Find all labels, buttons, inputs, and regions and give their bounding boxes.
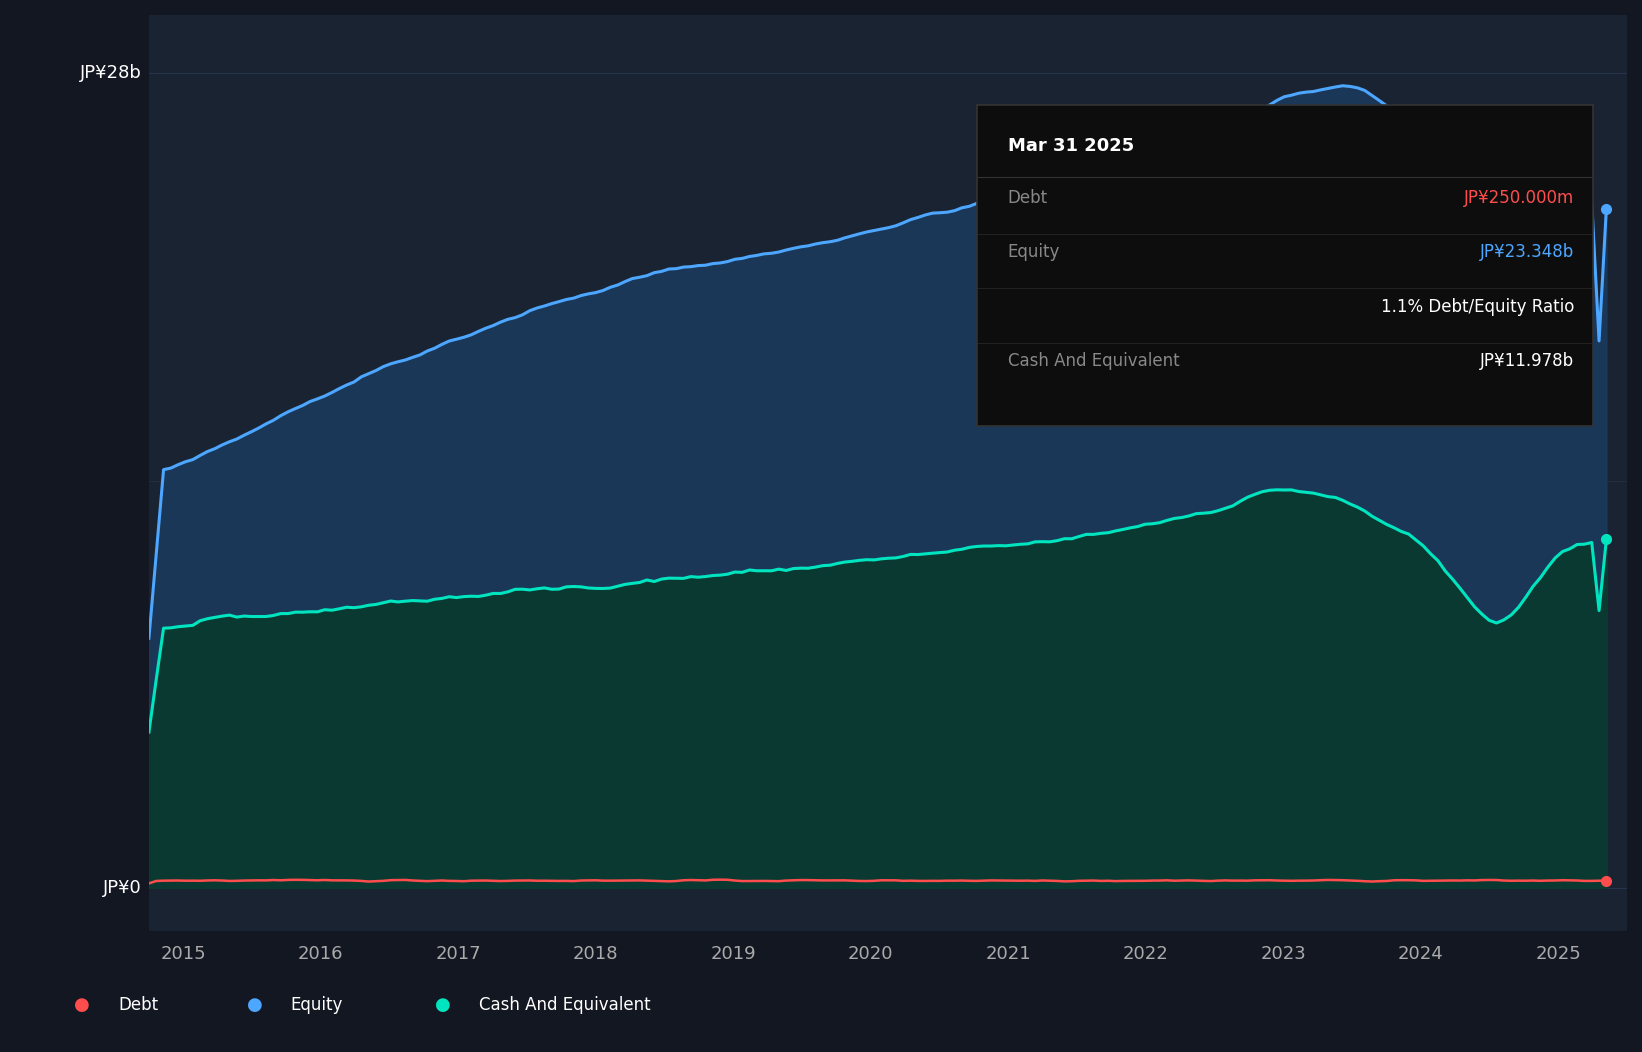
Text: JP¥23.348b: JP¥23.348b xyxy=(1479,243,1575,261)
Text: JP¥11.978b: JP¥11.978b xyxy=(1479,352,1575,370)
Text: Cash And Equivalent: Cash And Equivalent xyxy=(1008,352,1179,370)
Text: Equity: Equity xyxy=(291,995,343,1014)
Text: Debt: Debt xyxy=(118,995,158,1014)
Text: ●: ● xyxy=(246,995,263,1014)
Text: Equity: Equity xyxy=(1008,243,1061,261)
Text: Cash And Equivalent: Cash And Equivalent xyxy=(479,995,652,1014)
Text: 1.1% Debt/Equity Ratio: 1.1% Debt/Equity Ratio xyxy=(1381,298,1575,316)
Text: JP¥28b: JP¥28b xyxy=(80,64,141,82)
Text: ●: ● xyxy=(74,995,90,1014)
Text: Mar 31 2025: Mar 31 2025 xyxy=(1008,138,1135,156)
Text: JP¥250.000m: JP¥250.000m xyxy=(1465,188,1575,206)
Text: ●: ● xyxy=(435,995,452,1014)
Text: Debt: Debt xyxy=(1008,188,1048,206)
Text: JP¥0: JP¥0 xyxy=(103,878,141,896)
